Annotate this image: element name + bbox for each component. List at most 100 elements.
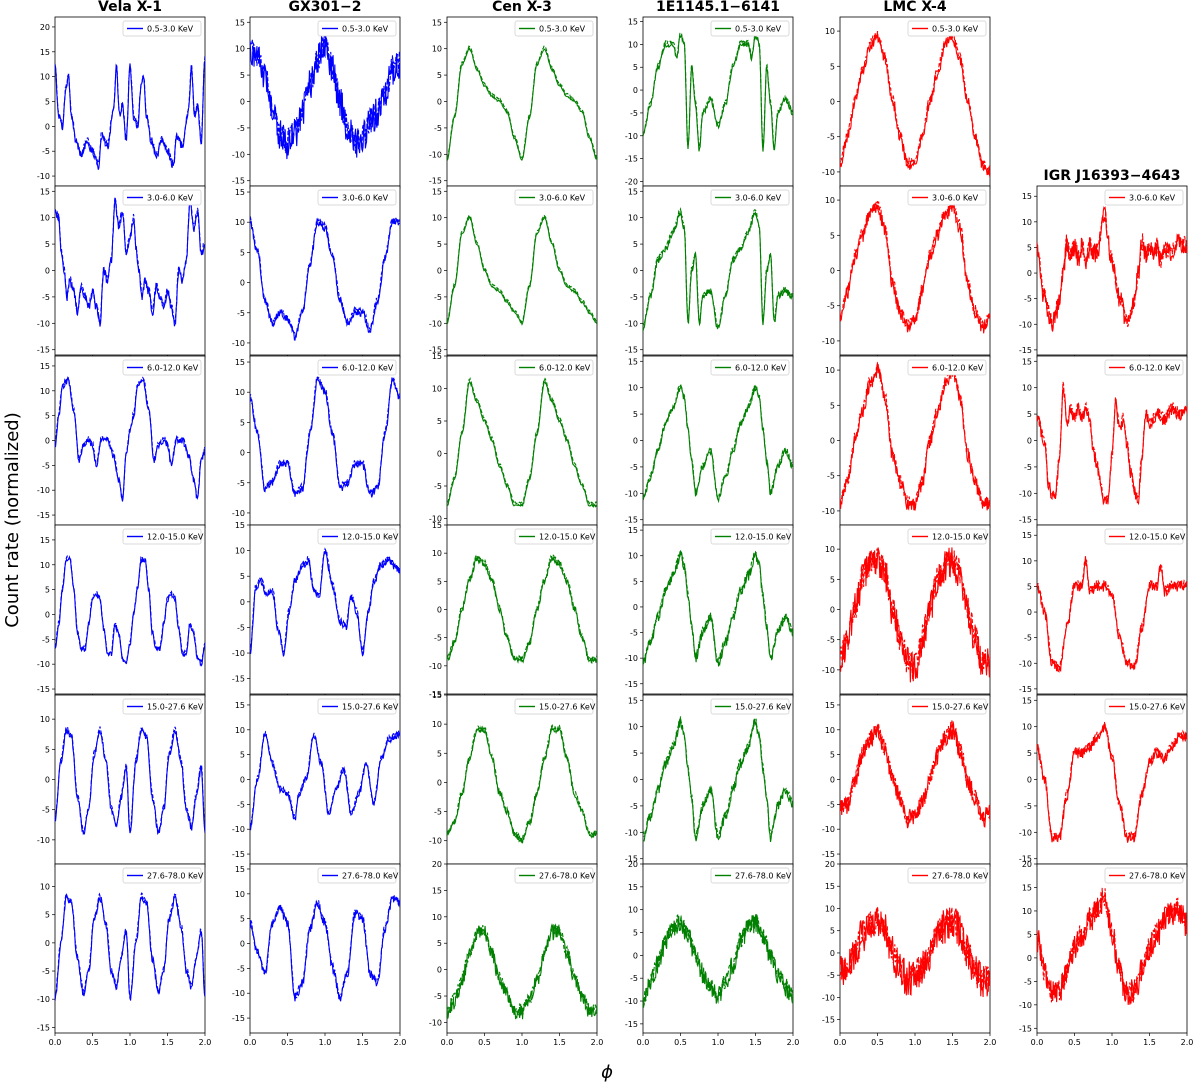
column-title-igr-j16393-4643: IGR J16393−4643	[1044, 168, 1181, 184]
legend-box	[317, 359, 397, 376]
panel-grid: Vela X-1 -10 -5 0 5 10 15 20 0.5-3.0 KeV -15 -10 -5…	[37, 0, 1193, 1047]
y-tick-label: 0	[830, 437, 835, 446]
y-tick-label: 10	[432, 913, 442, 922]
y-tick-label: -5	[1024, 977, 1032, 986]
legend-label: 6.0-12.0 KeV	[147, 364, 199, 373]
y-tick-label: 10	[628, 552, 638, 561]
y-tick-label: -5	[237, 124, 245, 133]
x-tick-label: 1.0	[1106, 1038, 1119, 1047]
y-tick-label: 20	[628, 860, 638, 869]
y-tick-label: -10	[822, 993, 835, 1002]
y-tick-label: -10	[625, 489, 638, 498]
y-tick-label: 15	[628, 357, 638, 366]
y-tick-label: -5	[237, 479, 245, 488]
x-tick-label: 0.0	[244, 1038, 257, 1047]
series-line-data	[1037, 387, 1187, 506]
legend-box	[514, 189, 594, 206]
y-tick-label: -15	[625, 155, 638, 164]
legend-box	[907, 359, 987, 376]
y-tick-label: -15	[429, 177, 442, 186]
legend-box	[317, 528, 397, 545]
y-tick-label: 15	[628, 18, 638, 27]
legend-label: 27.6-78.0 KeV	[147, 872, 204, 881]
y-tick-label: 5	[1027, 410, 1032, 419]
y-tick-label: 0	[437, 778, 442, 787]
y-tick-label: -10	[822, 507, 835, 516]
series-line-data	[55, 893, 205, 1001]
panel-frame	[1036, 185, 1188, 356]
legend-box	[710, 528, 790, 545]
legend-label: 27.6-78.0 KeV	[342, 872, 399, 881]
y-tick-label: -5	[434, 634, 442, 643]
legend-label: 15.0-27.6 KeV	[147, 703, 204, 712]
series-line-data	[840, 363, 990, 511]
y-tick-label: 0	[240, 598, 245, 607]
y-tick-label: 5	[437, 240, 442, 249]
y-tick-label: -15	[822, 1016, 835, 1025]
y-tick-label: 0	[633, 267, 638, 276]
legend-box	[122, 359, 202, 376]
y-tick-label: -5	[630, 629, 638, 638]
y-tick-label: 5	[830, 751, 835, 760]
y-tick-label: 0	[633, 603, 638, 612]
y-tick-label: 5	[633, 63, 638, 72]
series-line-data	[55, 376, 205, 502]
panel-cen-x-3-27-6-78-0-kev: -10 -5 0 5 10 15 20 0.0 0.5 1.0 1.5 2.0 27.6-78.0 Ke…	[429, 860, 603, 1047]
legend-label: 27.6-78.0 KeV	[539, 872, 596, 881]
x-tick-label: 0.0	[49, 1038, 62, 1047]
y-tick-label: 5	[45, 98, 50, 107]
legend-label: 15.0-27.6 KeV	[735, 703, 792, 712]
y-tick-label: 5	[1027, 243, 1032, 252]
legend-label: 12.0-15.0 KeV	[735, 533, 792, 542]
y-tick-label: 5	[437, 71, 442, 80]
y-tick-label: 5	[1027, 582, 1032, 591]
y-tick-label: 10	[40, 715, 50, 724]
x-tick-label: 2.0	[591, 1038, 604, 1047]
y-tick-label: 10	[628, 906, 638, 915]
y-tick-label: 10	[1022, 723, 1032, 732]
panel-igr-j16393-4643-27-6-78-0-kev: -15 -10 -5 0 5 10 15 20 0.0 0.5 1.0 1.5 2.0 27.6-78.0…	[1019, 860, 1193, 1047]
y-tick-label: 10	[825, 366, 835, 375]
panel-cen-x-3-0-5-3-0-kev: -15 -10 -5 0 5 10 15 0.5-3.0 KeV	[429, 16, 598, 189]
y-tick-label: 15	[235, 188, 245, 197]
y-tick-label: 15	[40, 187, 50, 196]
y-tick-label: 10	[235, 726, 245, 735]
y-tick-label: -5	[237, 800, 245, 809]
series-line-data	[643, 384, 793, 504]
y-tick-label: 5	[633, 410, 638, 419]
series-line-data	[643, 717, 793, 843]
series-line-data	[447, 726, 597, 844]
legend-label: 12.0-15.0 KeV	[1129, 533, 1186, 542]
panel-frame	[642, 524, 794, 695]
x-tick-label: 1.5	[553, 1038, 566, 1047]
y-tick-label: 5	[240, 248, 245, 257]
series-line-data	[840, 721, 990, 829]
legend-label: 3.0-6.0 KeV	[932, 194, 979, 203]
series-line-data	[840, 906, 990, 997]
y-tick-label: 10	[235, 388, 245, 397]
legend-box	[122, 20, 202, 37]
panel-vela-x-1-12-0-15-0-kev: -15 -10 -5 0 5 10 15 12.0-15.0 KeV	[37, 524, 206, 697]
series-line-data	[1037, 556, 1187, 673]
y-tick-label: -10	[625, 828, 638, 837]
series-line-data	[840, 547, 990, 683]
y-tick-label: -10	[37, 486, 50, 495]
x-tick-label: 0.0	[637, 1038, 650, 1047]
y-tick-label: 5	[830, 231, 835, 240]
x-tick-label: 2.0	[787, 1038, 800, 1047]
y-tick-label: 15	[235, 358, 245, 367]
y-tick-label: 0	[45, 437, 50, 446]
y-tick-label: 5	[45, 240, 50, 249]
y-tick-label: 15	[432, 18, 442, 27]
legend-box	[514, 528, 594, 545]
y-tick-label: -5	[434, 992, 442, 1001]
panel-cen-x-3-15-0-27-6-kev: -10 -5 0 5 10 15 15.0-27.6 KeV	[429, 691, 598, 867]
panel-lmc-x-4-6-0-12-0-kev: -10 -5 0 5 10 6.0-12.0 KeV	[822, 355, 991, 528]
legend-label: 0.5-3.0 KeV	[735, 25, 782, 34]
legend-box	[710, 359, 790, 376]
legend-box	[514, 867, 594, 884]
x-tick-label: 0.5	[674, 1038, 687, 1047]
x-tick-label: 1.5	[749, 1038, 762, 1047]
y-axis-label: Count rate (normalized)	[2, 412, 23, 628]
panel-1e1145-1-6141-3-0-6-0-kev: -15 -10 -5 0 5 10 15 3.0-6.0 KeV	[625, 185, 794, 358]
